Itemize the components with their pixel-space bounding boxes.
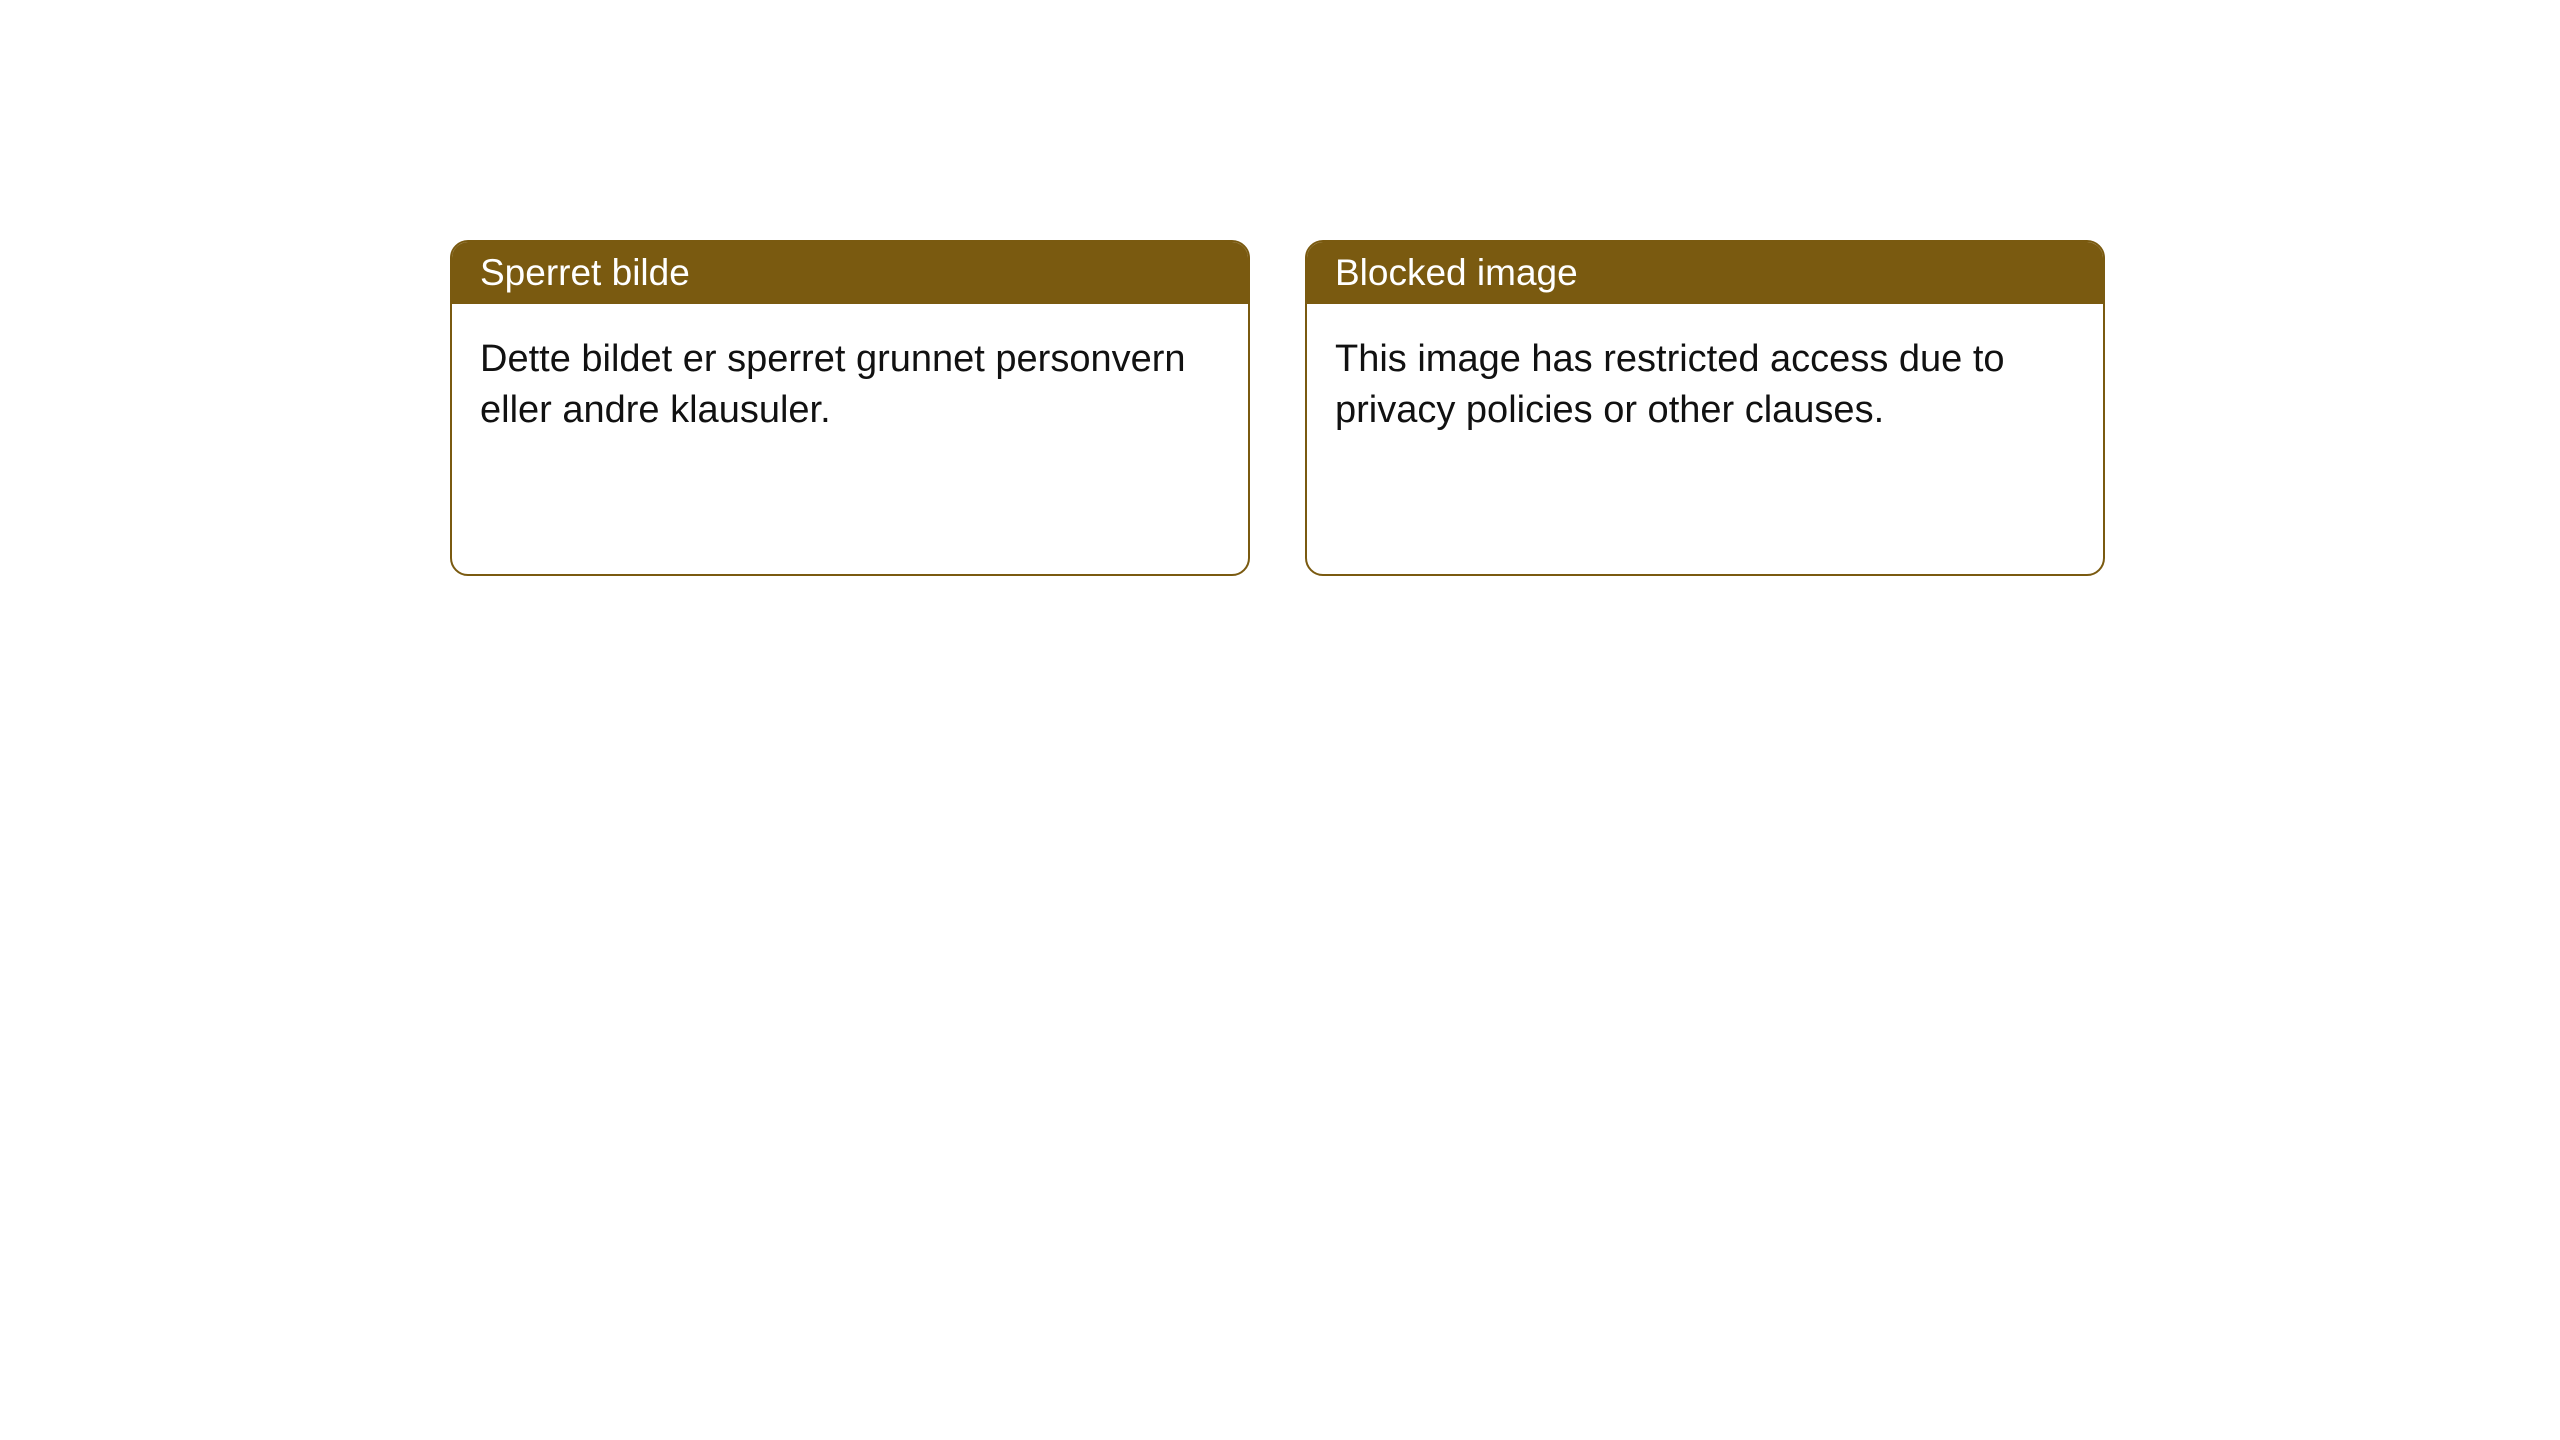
notice-header: Blocked image — [1307, 242, 2103, 304]
notice-title: Sperret bilde — [480, 252, 690, 293]
notice-text: Dette bildet er sperret grunnet personve… — [480, 338, 1186, 431]
notice-body: This image has restricted access due to … — [1307, 304, 2103, 574]
notice-card-norwegian: Sperret bilde Dette bildet er sperret gr… — [450, 240, 1250, 576]
notice-text: This image has restricted access due to … — [1335, 338, 2005, 431]
notice-body: Dette bildet er sperret grunnet personve… — [452, 304, 1248, 574]
notice-header: Sperret bilde — [452, 242, 1248, 304]
notice-title: Blocked image — [1335, 252, 1578, 293]
notice-container: Sperret bilde Dette bildet er sperret gr… — [0, 0, 2560, 576]
notice-card-english: Blocked image This image has restricted … — [1305, 240, 2105, 576]
